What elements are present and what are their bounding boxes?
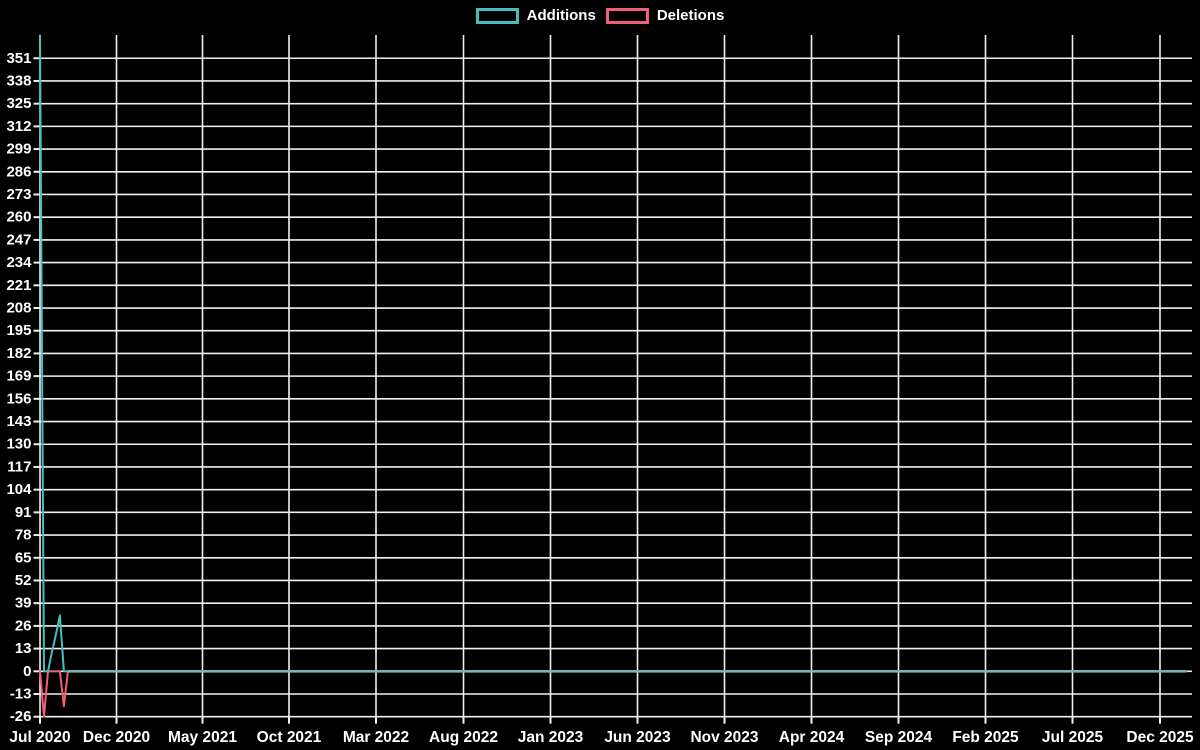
x-axis-label: May 2021 [168,729,237,746]
y-axis-label: 325 [6,95,31,112]
y-axis-label: 273 [6,186,31,203]
deletions-swatch-icon [605,8,649,24]
y-axis-label: 78 [15,527,32,544]
x-axis-label: Jan 2023 [518,729,584,746]
y-axis-label: 351 [6,50,31,67]
x-axis-label: Mar 2022 [343,729,409,746]
y-axis-label: 338 [6,72,31,89]
x-axis-label: Dec 2025 [1126,729,1194,746]
x-axis-label: Oct 2021 [257,729,322,746]
x-axis-label: Jun 2023 [604,729,671,746]
y-axis-label: 143 [6,413,31,430]
y-axis-label: 286 [6,163,31,180]
y-axis-label: 65 [15,549,32,566]
y-axis-label: 299 [6,141,31,158]
y-axis-label: 0 [23,663,31,680]
legend-label-additions: Additions [526,7,596,24]
x-axis-label: Jul 2020 [9,729,70,746]
y-axis-label: 182 [6,345,31,362]
y-axis-label: -26 [10,708,32,725]
y-axis-label: -13 [10,686,32,703]
y-axis-label: 156 [6,390,31,407]
x-axis-label: Sep 2024 [865,729,933,746]
y-axis-label: 195 [6,322,31,339]
y-axis-label: 247 [6,231,31,248]
additions-swatch-icon [475,8,519,24]
y-axis-label: 26 [15,617,32,634]
legend-label-deletions: Deletions [656,7,725,24]
y-axis-label: 13 [15,640,32,657]
y-axis-label: 117 [7,458,31,475]
x-axis-label: Nov 2023 [690,729,758,746]
x-axis-label: Dec 2020 [83,729,150,746]
y-axis-label: 221 [6,277,31,294]
y-axis-label: 39 [15,595,32,612]
y-axis-label: 169 [6,368,31,385]
x-axis-label: Jul 2025 [1042,729,1104,746]
y-axis-label: 260 [6,209,31,226]
y-axis-label: 234 [6,254,32,271]
y-axis-label: 104 [6,481,32,498]
legend-item-additions[interactable]: Additions [475,7,596,24]
chart-legend: Additions Deletions [0,7,1200,25]
y-axis-label: 208 [6,300,31,317]
legend-item-deletions[interactable]: Deletions [605,7,725,24]
y-axis-label: 52 [15,572,32,589]
y-axis-label: 312 [6,118,31,135]
y-axis-label: 91 [15,504,32,521]
x-axis-label: Apr 2024 [779,729,845,746]
y-axis-label: 130 [6,436,31,453]
x-axis-label: Feb 2025 [952,729,1019,746]
x-axis-label: Aug 2022 [429,729,498,746]
